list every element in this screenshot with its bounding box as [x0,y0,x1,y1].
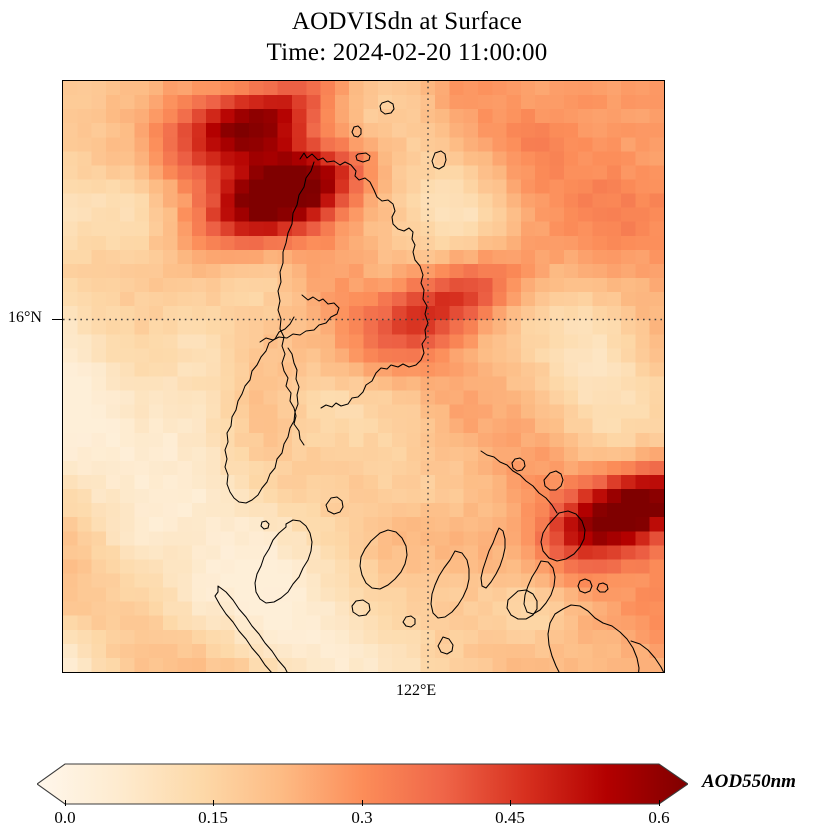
title-variable-line: AODVISdn at Surface [291,8,523,35]
colorbar-label: AOD550nm [702,771,796,792]
figure-title: AODVISdn at Surface Time: 2024-02-20 11:… [0,6,814,68]
colorbar[interactable]: 0.0 0.15 0.3 0.45 0.6 AOD550nm [0,752,814,839]
colorbar-tick-3 [510,800,512,806]
latitude-tick-16n [52,318,62,320]
latitude-label-16n: 16°N [8,309,42,326]
colorbar-tick-label-4: 0.6 [648,808,670,827]
colorbar-tick-label-3: 0.45 [495,808,525,827]
colorbar-tick-1 [213,800,215,806]
title-time-line: Time: 2024-02-20 11:00:00 [266,39,548,66]
colorbar-tick-label-2: 0.3 [351,808,373,827]
colorbar-tick-label-1: 0.15 [198,808,228,827]
colorbar-tick-0 [65,800,67,806]
colorbar-tick-label-0: 0.0 [54,808,76,827]
gridline-layer [63,81,664,672]
aod-raster-layer [63,81,664,672]
longitude-label-122e: 122°E [396,682,437,699]
colorbar-tick-4 [659,800,661,806]
coastline-layer [63,81,664,672]
map-axes[interactable] [62,80,665,673]
colorbar-tick-2 [362,800,364,806]
